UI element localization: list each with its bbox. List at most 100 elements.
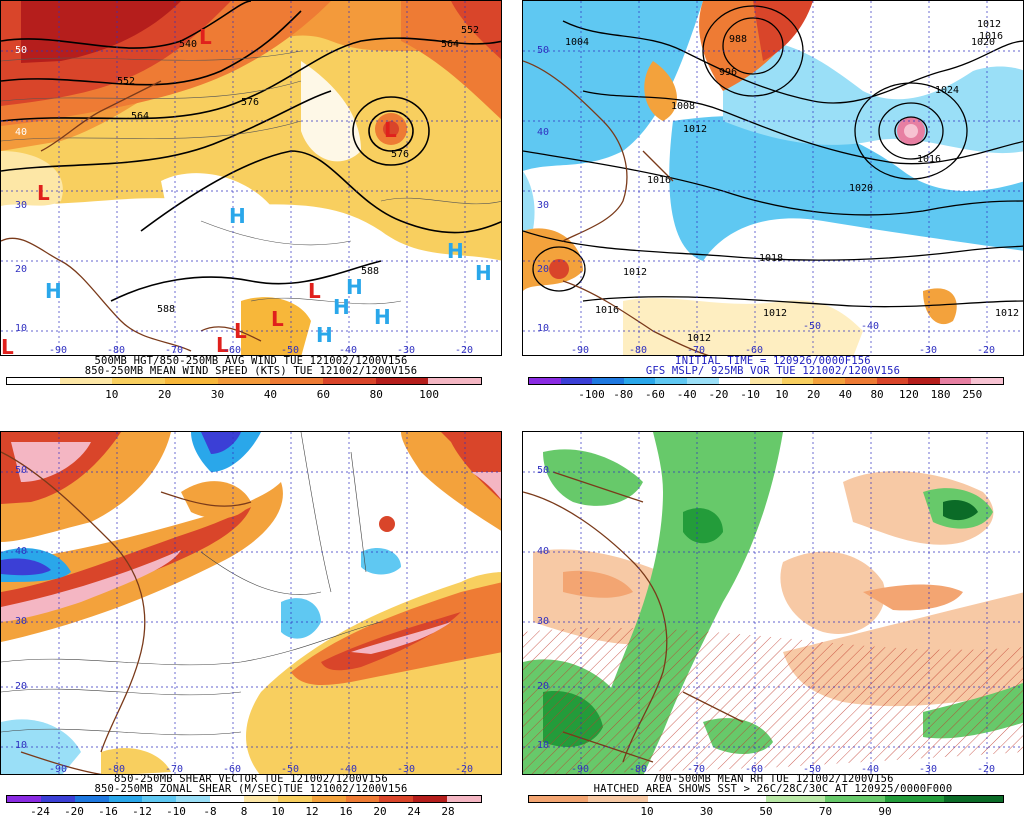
lon-label: -50: [803, 764, 822, 775]
contour-label: 588: [157, 304, 176, 315]
colorbar-swatch: [908, 378, 940, 384]
contour-label: 588: [361, 266, 380, 277]
low-pressure-symbol: L: [1, 335, 14, 356]
colorbar-swatch: [40, 796, 75, 802]
lat-label: 40: [15, 127, 28, 138]
colorbar-swatch: [345, 796, 380, 802]
lat-label: 20: [537, 681, 550, 692]
contour-label: 1012: [977, 19, 1002, 30]
high-pressure-symbol: H: [316, 323, 333, 347]
contour-label: 1016: [979, 31, 1004, 42]
lon-label: -60: [223, 345, 242, 356]
colorbar-ticks: 10 30 50 70 90: [528, 805, 1004, 818]
colorbar-swatch: [323, 378, 376, 384]
colorbar-tick-label: -20: [708, 388, 729, 401]
colorbar-tick-label: -20: [64, 805, 84, 818]
lat-label: 50: [537, 45, 550, 56]
lon-label: -80: [629, 764, 648, 775]
colorbar-tick-label: 20: [373, 805, 387, 818]
panel-mslp-vorticity: 1004 988 996 1008 1012 1016 1020 1024 10…: [522, 0, 1024, 408]
colorbar-tick-label: -10: [166, 805, 186, 818]
lon-label: -60: [745, 345, 764, 356]
lon-label: -20: [977, 345, 996, 356]
lon-label: -30: [397, 764, 416, 775]
map-shear: 50 40 30 20 10 -90 -80 -70 -60 -50 -40 -…: [0, 431, 502, 775]
colorbar: [528, 377, 1004, 385]
contour-label: 996: [719, 67, 738, 78]
colorbar-tick-label: 80: [369, 388, 383, 401]
colorbar-swatch: [142, 796, 177, 802]
contour-label: 1008: [671, 101, 696, 112]
colorbar-ticks: 10 20 30 40 60 80 100: [6, 388, 482, 401]
colorbar-tick-label: 10: [640, 805, 654, 818]
colorbar-ticks: -100 -80 -60 -40 -20 -10 10 20 40 80 120 180 250: [528, 388, 1004, 401]
colorbar-swatch: [413, 796, 448, 802]
colorbar-tick-label: -16: [98, 805, 118, 818]
lon-label: -60: [223, 764, 242, 775]
lon-label: -40: [339, 764, 358, 775]
contour-label: 540: [179, 39, 198, 50]
colorbar-swatch: [588, 796, 648, 802]
colorbar-tick-label: 50: [759, 805, 773, 818]
map-mslp-vorticity: 1004 988 996 1008 1012 1016 1020 1024 10…: [522, 0, 1024, 356]
lon-label: -40: [861, 764, 880, 775]
contour-label: 988: [729, 34, 748, 45]
contour-label: 1012: [687, 333, 712, 344]
low-pressure-symbol: L: [216, 333, 229, 356]
caption-line-2: 850-250MB MEAN WIND SPEED (KTS) TUE 1210…: [84, 365, 418, 377]
caption-line-1: 500MB HGT/850-250MB AVG WIND TUE 121002/…: [94, 355, 408, 367]
low-pressure-symbol: L: [37, 181, 50, 205]
colorbar-tick-label: -80: [613, 388, 634, 401]
lon-label: -50: [281, 345, 300, 356]
contour-label: 1018: [759, 253, 784, 264]
colorbar-tick-label: 8: [240, 805, 248, 818]
lat-label: 30: [15, 200, 28, 211]
high-pressure-symbol: H: [45, 279, 62, 303]
lon-label: -80: [629, 345, 648, 356]
colorbar-swatch: [270, 378, 324, 384]
colorbar-tick-label: 10: [105, 388, 119, 401]
colorbar-tick-label: 90: [878, 805, 892, 818]
contour-label: 1024: [935, 85, 960, 96]
high-pressure-symbol: H: [447, 239, 464, 263]
contour-label: 1012: [683, 124, 708, 135]
lon-label: -50: [803, 321, 822, 332]
colorbar-tick-label: 20: [806, 388, 821, 401]
lat-label: 40: [537, 127, 550, 138]
lat-label: 20: [537, 264, 550, 275]
colorbar-swatch: [7, 378, 60, 384]
lon-label: -30: [919, 764, 938, 775]
contour-label: 1012: [623, 267, 648, 278]
lon-label: -40: [339, 345, 358, 356]
lon-label: -80: [107, 345, 126, 356]
lon-label: -20: [455, 345, 474, 356]
colorbar-swatch: [529, 796, 589, 802]
lon-label: -40: [861, 321, 880, 332]
colorbar-swatch: [375, 378, 429, 384]
colorbar-swatch: [781, 378, 814, 384]
colorbar-swatch: [623, 378, 656, 384]
colorbar-swatch: [217, 378, 271, 384]
colorbar-ticks: -24 -20 -16 -12 -10 -8 8 10 12 16 20 24 28: [6, 805, 482, 818]
colorbar-swatch: [244, 796, 278, 802]
contour-label: 1020: [971, 37, 996, 48]
contour-label: 1012: [763, 308, 788, 319]
colorbar-tick-label: 70: [818, 805, 833, 818]
colorbar-swatch: [176, 796, 211, 802]
lat-label: 30: [537, 616, 550, 627]
low-pressure-symbol: L: [308, 279, 321, 303]
colorbar-tick-label: -24: [30, 805, 50, 818]
contour-label: 552: [461, 25, 480, 36]
colorbar-tick-label: -12: [132, 805, 152, 818]
high-pressure-symbol: H: [346, 275, 363, 299]
colorbar-swatch: [686, 378, 719, 384]
colorbar-tick-label: 100: [419, 388, 440, 401]
colorbar-tick-label: 60: [316, 388, 330, 401]
colorbar-swatch: [971, 378, 1003, 384]
colorbar-tick-label: 30: [210, 388, 225, 401]
high-pressure-symbol: H: [374, 305, 391, 329]
lat-label: 50: [15, 45, 28, 56]
colorbar-tick-label: 120: [898, 388, 919, 401]
contour-label: 564: [131, 111, 150, 122]
contour-label: 1012: [995, 308, 1020, 319]
